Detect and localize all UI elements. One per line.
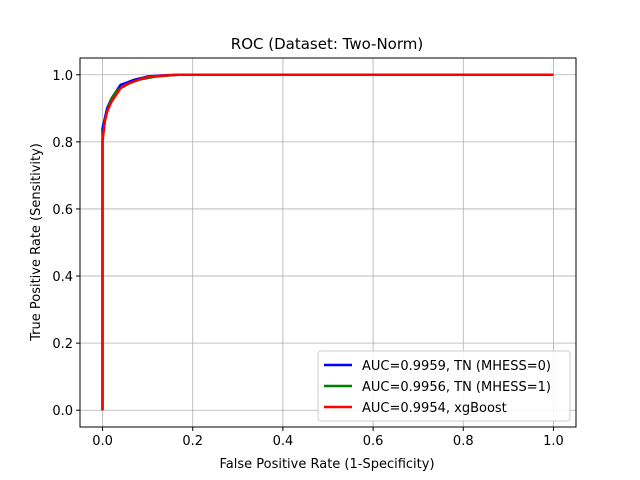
x-tick-label: 0.4	[273, 434, 294, 449]
x-axis-label: False Positive Rate (1-Specificity)	[219, 457, 434, 472]
legend-label-1: AUC=0.9959, TN (MHESS=0)	[362, 359, 551, 374]
x-tick-label: 0.6	[363, 434, 384, 449]
x-axis-ticks: 0.0 0.2 0.4 0.6 0.8 1.0	[92, 427, 564, 449]
legend-box	[317, 350, 571, 422]
y-tick-label: 1.0	[52, 69, 73, 84]
y-tick-label: 0.2	[52, 337, 73, 352]
y-axis-ticks: 0.0 0.2 0.4 0.6 0.8 1.0	[52, 69, 80, 419]
legend: AUC=0.9959, TN (MHESS=0) AUC=0.9956, TN (…	[317, 350, 571, 422]
series-line-3	[101, 73, 554, 411]
x-tick-label: 0.0	[92, 434, 113, 449]
x-tick-label: 1.0	[543, 434, 564, 449]
legend-label-3: AUC=0.9954, xgBoost	[362, 401, 507, 416]
x-tick-label: 0.8	[453, 434, 474, 449]
y-tick-label: 0.6	[52, 203, 73, 218]
y-axis-label: True Positive Rate (Sensitivity)	[29, 143, 44, 342]
series-layer	[101, 73, 554, 411]
y-tick-label: 0.4	[52, 270, 73, 285]
legend-label-2: AUC=0.9956, TN (MHESS=1)	[362, 380, 551, 395]
plot-frame	[79, 57, 577, 428]
y-tick-label: 0.0	[52, 404, 73, 419]
x-tick-label: 0.2	[182, 434, 203, 449]
chart-title: ROC (Dataset: Two-Norm)	[231, 35, 423, 53]
y-tick-label: 0.8	[52, 136, 73, 151]
